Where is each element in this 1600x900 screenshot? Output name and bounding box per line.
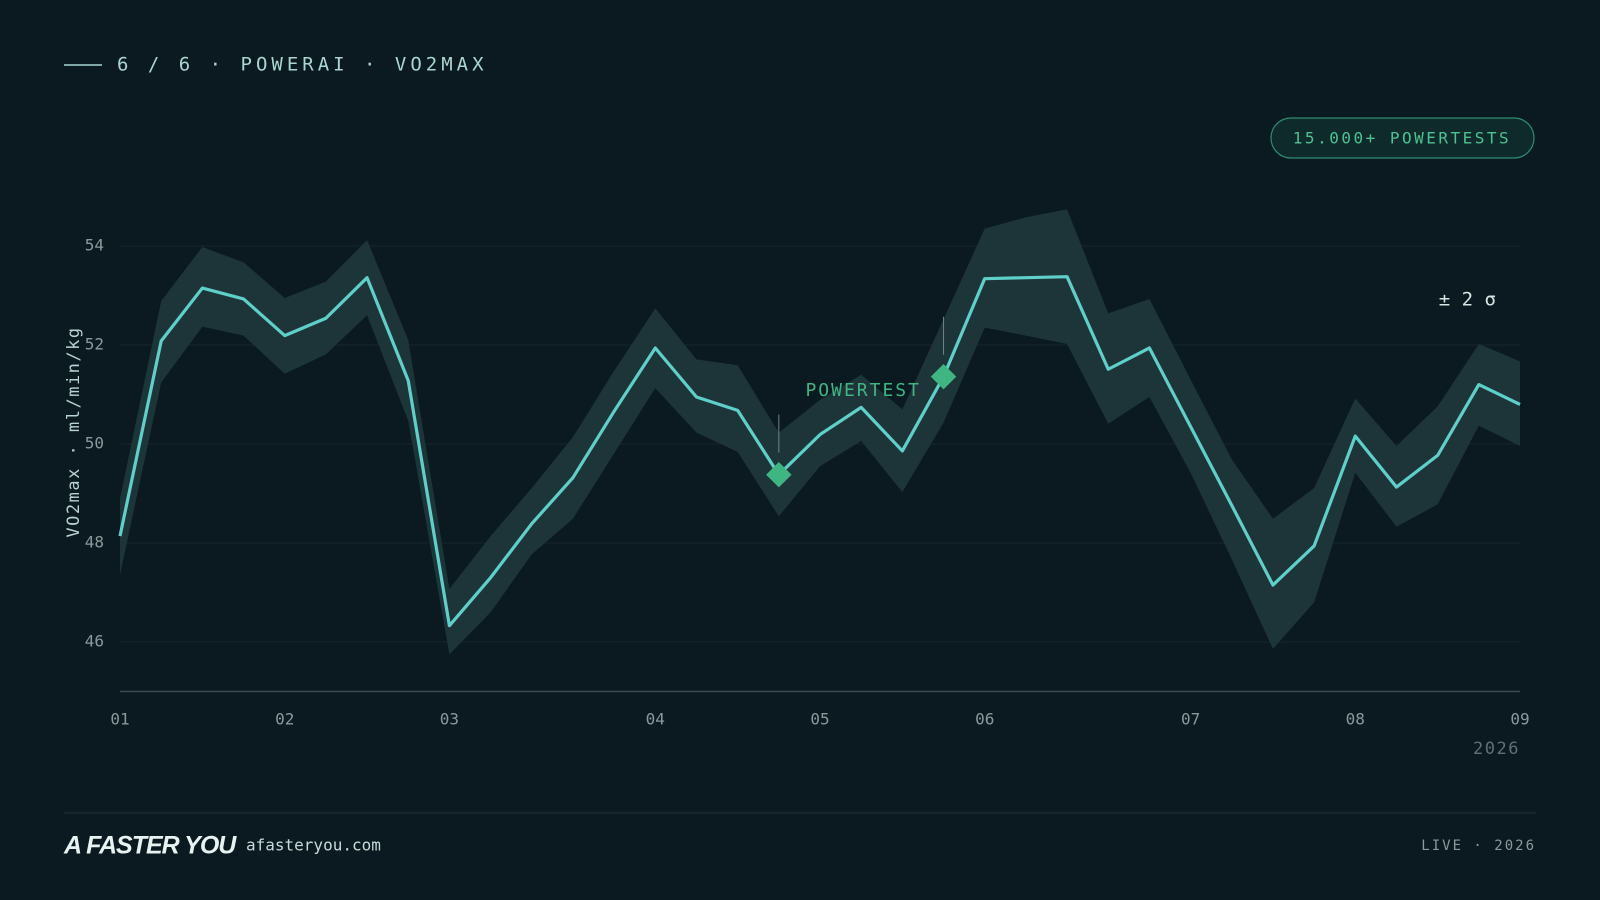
x-tick-label: 07 <box>1181 710 1200 729</box>
footer-url: afasteryou.com <box>246 836 381 855</box>
x-tick-label: 09 <box>1510 710 1529 729</box>
x-tick-label: 06 <box>975 710 994 729</box>
y-axis-title: VO2max · ml/min/kg <box>64 326 84 537</box>
band <box>120 209 1520 655</box>
plot: 46 48 50 52 54 VO2max · ml/min/kg ± 2 σ POWERTE… <box>64 209 1530 759</box>
series-line <box>118 275 1521 628</box>
y-tick-label: 52 <box>85 335 104 354</box>
x-tick-label: 02 <box>275 710 294 729</box>
powertest-marker <box>766 461 792 488</box>
y-tick-label: 48 <box>85 533 104 552</box>
powertest-label: POWERTEST <box>805 380 921 401</box>
badge-text: 15.000+ POWERTESTS <box>1293 129 1511 148</box>
y-tick-label: 46 <box>85 632 104 651</box>
x-tick-label: 08 <box>1346 710 1365 729</box>
x-axis-title: 2026 <box>1473 739 1520 759</box>
x-tick-label: 01 <box>110 710 129 729</box>
powertest-marker <box>930 363 957 390</box>
header-title: 6 / 6 · POWERAI · VO2MAX <box>117 54 488 76</box>
y-tick-label: 50 <box>85 434 104 453</box>
badge <box>1270 117 1535 159</box>
x-tick-label: 04 <box>646 710 665 729</box>
x-tick-label: 03 <box>440 710 459 729</box>
y-tick-label: 54 <box>85 236 104 255</box>
band-label: ± 2 σ <box>1439 289 1496 311</box>
x-tick-label: 05 <box>810 710 829 729</box>
footer-logo: A FASTER YOU <box>63 832 237 860</box>
footer-status: LIVE · 2026 <box>1421 838 1536 854</box>
